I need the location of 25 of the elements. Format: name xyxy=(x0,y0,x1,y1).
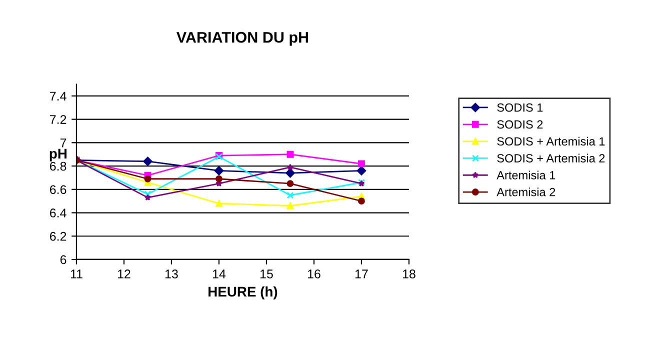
y-tick-label: 7.4 xyxy=(50,92,66,100)
legend-label: SODIS 1 xyxy=(497,103,543,112)
legend-label: Artemisia 1 xyxy=(496,170,556,180)
x-tick-label: 11 xyxy=(70,270,82,278)
chart-title: VARIATION DU pH xyxy=(176,32,308,46)
x-tick-label: 13 xyxy=(165,270,178,278)
x-tick-label: 14 xyxy=(212,270,226,278)
x-axis-title: HEURE (h) xyxy=(208,286,278,300)
legend-label: Artemisia 2 xyxy=(496,188,556,196)
y-tick-label: 6.4 xyxy=(50,208,66,218)
legend-label: SODIS + Artemisia 1 xyxy=(497,136,605,146)
y-axis-title: pH xyxy=(50,148,67,162)
x-tick-label: 16 xyxy=(308,270,320,278)
y-tick-label: 6.6 xyxy=(50,185,66,194)
legend-label: SODIS + Artemisia 2 xyxy=(497,154,605,162)
x-tick-label: 15 xyxy=(260,270,273,278)
legend-label: SODIS 2 xyxy=(497,120,543,129)
y-tick-label: 6.2 xyxy=(50,232,66,241)
y-tick-label: 7.2 xyxy=(50,115,66,124)
x-tick-label: 18 xyxy=(402,270,416,278)
y-tick-label: 6.8 xyxy=(50,162,66,171)
y-tick-label: 6 xyxy=(60,255,66,264)
x-tick-label: 17 xyxy=(355,270,368,278)
y-tick-label: 7 xyxy=(60,138,66,148)
x-tick-label: 12 xyxy=(118,270,130,278)
